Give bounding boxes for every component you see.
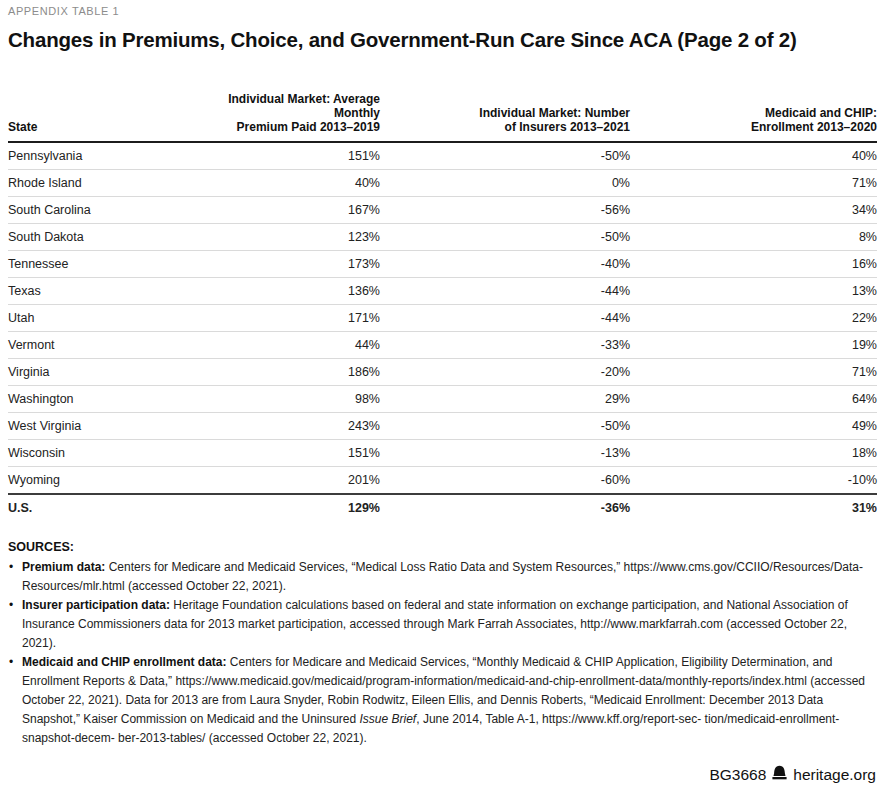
heritage-bell-icon bbox=[771, 765, 788, 784]
state-cell: Virginia bbox=[8, 359, 188, 386]
medicaid-change-cell: 49% bbox=[630, 413, 877, 440]
premium-change-cell: 98% bbox=[188, 386, 380, 413]
premium-change-cell: 151% bbox=[188, 440, 380, 467]
source-item: Insurer participation data: Heritage Fou… bbox=[8, 596, 872, 653]
medicaid-change-cell: 34% bbox=[630, 197, 877, 224]
medicaid-change-cell: -10% bbox=[630, 467, 877, 495]
insurer-change-cell: -60% bbox=[380, 467, 630, 495]
column-header-medicaid: Medicaid and CHIP: Enrollment 2013–2020 bbox=[630, 92, 877, 142]
data-table: State Individual Market: Average Monthly… bbox=[8, 92, 877, 521]
medicaid-change-cell: 71% bbox=[630, 359, 877, 386]
total-state-cell: U.S. bbox=[8, 494, 188, 521]
state-cell: Wisconsin bbox=[8, 440, 188, 467]
table-row: South Dakota123%-50%8% bbox=[8, 224, 877, 251]
table-row: Rhode Island40%0%71% bbox=[8, 170, 877, 197]
table-row: Utah171%-44%22% bbox=[8, 305, 877, 332]
insurer-change-cell: -40% bbox=[380, 251, 630, 278]
column-header-premium: Individual Market: Average Monthly Premi… bbox=[188, 92, 380, 142]
page-title: Changes in Premiums, Choice, and Governm… bbox=[8, 28, 877, 52]
source-item: Premium data: Centers for Medicare and M… bbox=[8, 558, 872, 596]
table-row: Wyoming201%-60%-10% bbox=[8, 467, 877, 495]
table-row: Texas136%-44%13% bbox=[8, 278, 877, 305]
state-cell: Tennessee bbox=[8, 251, 188, 278]
insurer-change-cell: -50% bbox=[380, 413, 630, 440]
column-header-insurers: Individual Market: Number of Insurers 20… bbox=[380, 92, 630, 142]
sources-list: Premium data: Centers for Medicare and M… bbox=[8, 558, 872, 748]
medicaid-change-cell: 8% bbox=[630, 224, 877, 251]
insurer-change-cell: -33% bbox=[380, 332, 630, 359]
medicaid-change-cell: 16% bbox=[630, 251, 877, 278]
premium-change-cell: 201% bbox=[188, 467, 380, 495]
medicaid-change-cell: 13% bbox=[630, 278, 877, 305]
medicaid-change-cell: 40% bbox=[630, 142, 877, 170]
table-row: Virginia186%-20%71% bbox=[8, 359, 877, 386]
medicaid-change-cell: 71% bbox=[630, 170, 877, 197]
total-insurers-cell: -36% bbox=[380, 494, 630, 521]
premium-change-cell: 44% bbox=[188, 332, 380, 359]
appendix-table-label: APPENDIX TABLE 1 bbox=[8, 5, 877, 17]
report-id: BG3668 bbox=[709, 766, 766, 784]
premium-change-cell: 123% bbox=[188, 224, 380, 251]
insurer-change-cell: -50% bbox=[380, 142, 630, 170]
premium-change-cell: 167% bbox=[188, 197, 380, 224]
table-row: West Virginia243%-50%49% bbox=[8, 413, 877, 440]
medicaid-change-cell: 19% bbox=[630, 332, 877, 359]
premium-change-cell: 151% bbox=[188, 142, 380, 170]
table-row: Tennessee173%-40%16% bbox=[8, 251, 877, 278]
table-row: Wisconsin151%-13%18% bbox=[8, 440, 877, 467]
premium-change-cell: 40% bbox=[188, 170, 380, 197]
state-cell: Wyoming bbox=[8, 467, 188, 495]
total-premium-cell: 129% bbox=[188, 494, 380, 521]
insurer-change-cell: -50% bbox=[380, 224, 630, 251]
premium-change-cell: 186% bbox=[188, 359, 380, 386]
premium-change-cell: 136% bbox=[188, 278, 380, 305]
column-header-state: State bbox=[8, 92, 188, 142]
state-cell: Pennsylvania bbox=[8, 142, 188, 170]
medicaid-change-cell: 18% bbox=[630, 440, 877, 467]
insurer-change-cell: 0% bbox=[380, 170, 630, 197]
total-medicaid-cell: 31% bbox=[630, 494, 877, 521]
insurer-change-cell: 29% bbox=[380, 386, 630, 413]
table-total-row: U.S. 129% -36% 31% bbox=[8, 494, 877, 521]
heritage-url: heritage.org bbox=[793, 766, 876, 784]
sources-heading: SOURCES: bbox=[8, 538, 872, 557]
state-cell: West Virginia bbox=[8, 413, 188, 440]
state-cell: Vermont bbox=[8, 332, 188, 359]
insurer-change-cell: -20% bbox=[380, 359, 630, 386]
insurer-change-cell: -44% bbox=[380, 305, 630, 332]
medicaid-change-cell: 64% bbox=[630, 386, 877, 413]
medicaid-change-cell: 22% bbox=[630, 305, 877, 332]
state-cell: South Dakota bbox=[8, 224, 188, 251]
state-cell: Utah bbox=[8, 305, 188, 332]
premium-change-cell: 243% bbox=[188, 413, 380, 440]
table-body: Pennsylvania151%-50%40%Rhode Island40%0%… bbox=[8, 142, 877, 494]
premium-change-cell: 173% bbox=[188, 251, 380, 278]
premium-change-cell: 171% bbox=[188, 305, 380, 332]
insurer-change-cell: -44% bbox=[380, 278, 630, 305]
table-row: Vermont44%-33%19% bbox=[8, 332, 877, 359]
insurer-change-cell: -13% bbox=[380, 440, 630, 467]
state-cell: Rhode Island bbox=[8, 170, 188, 197]
state-cell: South Carolina bbox=[8, 197, 188, 224]
state-cell: Washington bbox=[8, 386, 188, 413]
table-header: State Individual Market: Average Monthly… bbox=[8, 92, 877, 142]
sources-section: SOURCES: Premium data: Centers for Medic… bbox=[8, 538, 872, 748]
table-row: South Carolina167%-56%34% bbox=[8, 197, 877, 224]
insurer-change-cell: -56% bbox=[380, 197, 630, 224]
source-item: Medicaid and CHIP enrollment data: Cente… bbox=[8, 653, 872, 748]
state-cell: Texas bbox=[8, 278, 188, 305]
report-footer: BG3668 heritage.org bbox=[709, 765, 876, 784]
report-page: APPENDIX TABLE 1 Changes in Premiums, Ch… bbox=[0, 0, 884, 748]
table-row: Washington98%29%64% bbox=[8, 386, 877, 413]
table-row: Pennsylvania151%-50%40% bbox=[8, 142, 877, 170]
